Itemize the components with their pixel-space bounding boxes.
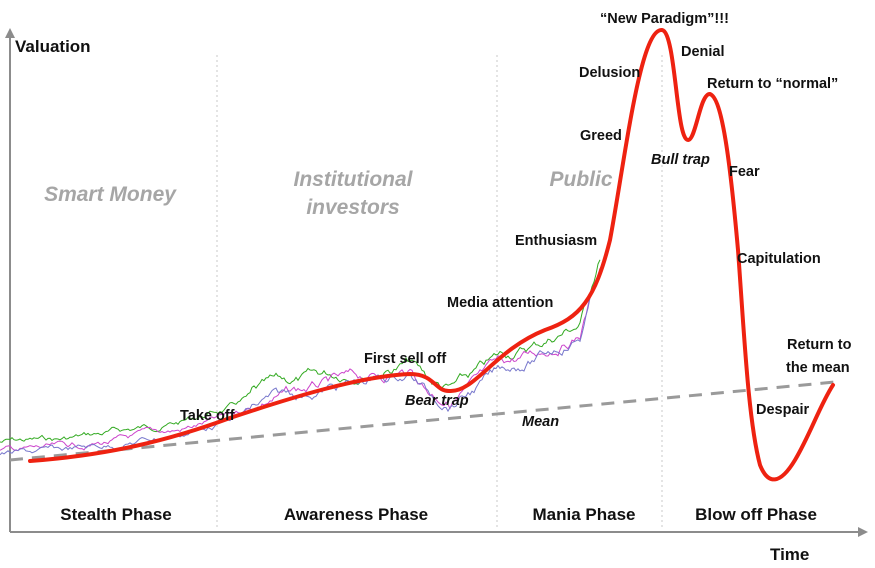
annotation-first-sell-off: First sell off [364,351,446,367]
annotation-media-attention: Media attention [447,295,553,311]
annotation-bull-trap: Bull trap [651,152,710,168]
group-institutional: Institutional [294,168,414,191]
group-smart-money: Smart Money [44,183,177,206]
phase-blow-off: Blow off Phase [695,505,817,524]
annotation-fear: Fear [729,164,760,180]
annotation-bear-trap: Bear trap [405,393,469,409]
annotation-mean: Mean [522,414,559,430]
x-axis-title: Time [770,545,809,564]
annotation-denial: Denial [681,44,725,60]
annotation-take-off: Take off [180,408,235,424]
annotation-return-to-normal: Return to “normal” [707,76,838,92]
phase-mania: Mania Phase [533,505,636,524]
phase-stealth: Stealth Phase [60,505,172,524]
annotation-despair: Despair [756,402,810,418]
annotation-new-paradigm: “New Paradigm”!!! [600,11,729,27]
price-noise-series [0,259,601,456]
noise-series-0 [0,259,601,443]
annotation-greed: Greed [580,128,622,144]
y-axis-title: Valuation [15,37,91,56]
annotation-delusion: Delusion [579,65,640,81]
phase-awareness: Awareness Phase [284,505,428,524]
group-public: Public [549,168,612,191]
annotation-enthusiasm: Enthusiasm [515,233,597,249]
group-investors: investors [306,196,399,219]
annotation-return-to-mean-line2: the mean [786,360,850,376]
phase-dividers [216,55,663,530]
annotation-return-to-mean-line1: Return to [787,337,852,353]
valuation-curve [28,28,835,482]
mean-line [9,380,836,462]
annotation-capitulation: Capitulation [737,251,821,267]
